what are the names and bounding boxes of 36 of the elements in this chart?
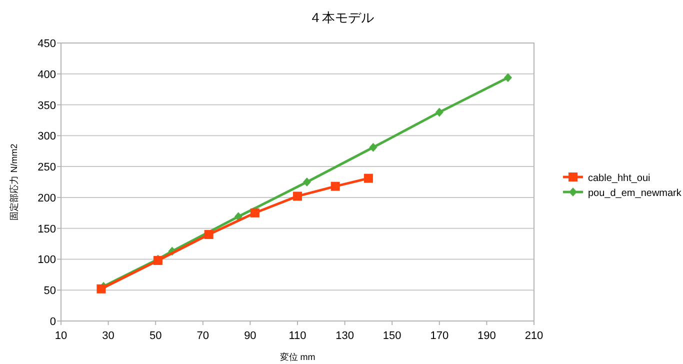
x-tick-label: 50 (149, 330, 162, 342)
y-tick-label: 400 (38, 68, 56, 81)
x-tick-label: 110 (288, 330, 306, 342)
x-tick-label: 150 (382, 330, 402, 342)
y-tick-label: 150 (38, 223, 56, 236)
point (204, 230, 214, 240)
chart-title: ４本モデル (309, 10, 374, 25)
y-tick-label: 0 (50, 316, 56, 328)
x-tick-label: 70 (196, 330, 210, 342)
point (330, 182, 340, 191)
legend-label: pou_d_em_newmark (588, 188, 682, 199)
x-tick-label: 30 (102, 330, 114, 342)
x-tick-label: 90 (244, 330, 256, 342)
point (369, 142, 378, 152)
point (96, 284, 106, 294)
y-tick-label: 250 (38, 162, 56, 174)
point (293, 192, 302, 201)
y-tick-label: 100 (38, 254, 56, 266)
point (302, 178, 311, 186)
y-tick-label: 350 (38, 100, 56, 112)
point (250, 208, 260, 218)
x-tick-label: 130 (336, 330, 354, 342)
x-tick-label: 210 (524, 330, 544, 342)
point (435, 108, 444, 117)
x-axis-title: 変位 mm (280, 352, 316, 362)
y-axis-title: 固定部応力 N/mm2 (9, 144, 19, 220)
y-tick-label: 50 (44, 285, 56, 298)
legend-label: cable_hht_oui (588, 173, 650, 184)
x-tick-label: 170 (430, 330, 449, 342)
y-tick-label: 200 (38, 192, 56, 204)
y-tick-label: 300 (38, 130, 56, 143)
point (504, 73, 512, 82)
point (364, 174, 373, 183)
y-tick-label: 450 (38, 38, 56, 50)
x-tick-label: 10 (54, 330, 68, 342)
x-tick-label: 190 (478, 330, 496, 342)
